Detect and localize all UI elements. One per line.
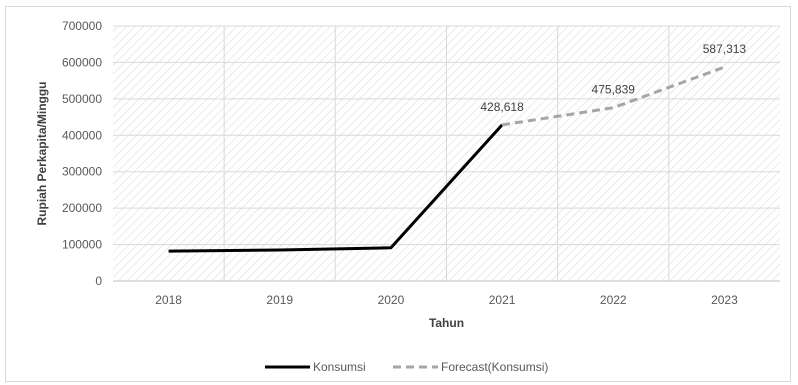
y-tick-label: 200000 [62, 201, 102, 215]
y-tick-label: 500000 [62, 92, 102, 106]
y-tick-label: 300000 [62, 165, 102, 179]
x-tick-label: 2022 [600, 293, 627, 307]
x-tick-label: 2018 [155, 293, 182, 307]
data-label: 428,618 [480, 100, 524, 114]
x-tick-label: 2020 [378, 293, 405, 307]
axes: 0 100000 200000 300000 400000 500000 600000 700… [62, 19, 780, 307]
y-tick-label: 700000 [62, 19, 102, 33]
x-tick-label: 2019 [266, 293, 293, 307]
data-label: 475,839 [592, 83, 636, 97]
y-axis-title: Rupiah Perkapita/Minggu [35, 81, 49, 225]
series-lines [168, 65, 725, 253]
legend-label-forecast-konsumsi: Forecast(Konsumsi) [441, 360, 548, 374]
y-tick-label: 100000 [62, 238, 102, 252]
x-tick-label: 2021 [489, 293, 516, 307]
data-labels: 428,618 475,839 587,313 [480, 42, 746, 114]
gridlines [113, 25, 780, 281]
legend: Konsumsi Forecast(Konsumsi) [265, 360, 548, 374]
x-tick-label: 2023 [711, 293, 738, 307]
data-label: 587,313 [703, 42, 747, 56]
series-line-konsumsi [168, 123, 504, 253]
y-tick-label: 400000 [62, 128, 102, 142]
y-tick-label: 600000 [62, 55, 102, 69]
legend-label-konsumsi: Konsumsi [313, 360, 366, 374]
y-tick-label: 0 [95, 274, 102, 288]
x-axis-title: Tahun [429, 316, 464, 330]
